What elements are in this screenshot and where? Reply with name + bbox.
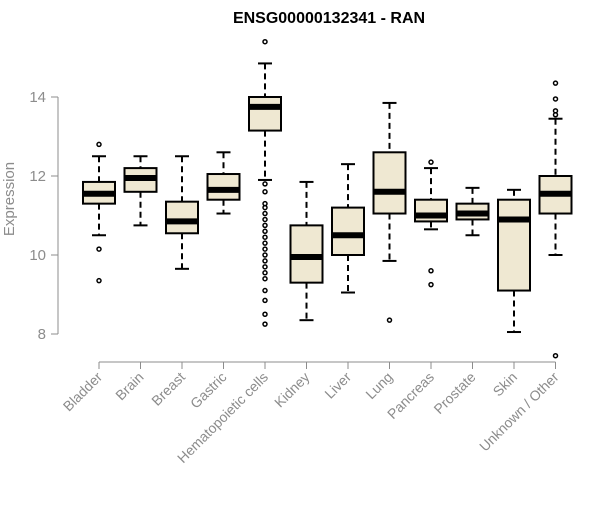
outlier-point (96, 141, 102, 148)
iqr-box (248, 96, 282, 132)
x-tick-label: Lung (362, 369, 395, 402)
outlier-point (386, 317, 393, 323)
outlier-point (262, 311, 268, 317)
box-group (248, 38, 282, 327)
box-group (372, 101, 407, 323)
box-group (165, 155, 199, 270)
y-axis-label: Expression (1, 162, 18, 236)
y-tick-label: 8 (38, 326, 46, 343)
x-tick-label: Breast (148, 369, 188, 409)
outlier-point (552, 96, 559, 102)
y-tick-label: 14 (29, 89, 46, 106)
iqr-box (497, 198, 531, 292)
box-group (206, 151, 241, 215)
outlier-point (262, 246, 268, 252)
x-tick-label: Kidney (271, 369, 313, 411)
x-tick-label: Liver (321, 369, 354, 402)
outlier-point (262, 204, 268, 211)
outlier-point (428, 268, 434, 274)
outlier-point (262, 240, 268, 246)
outlier-point (262, 38, 268, 45)
outlier-point (262, 321, 268, 327)
outlier-point (262, 189, 268, 195)
outlier-point (262, 234, 268, 240)
iqr-box (165, 200, 199, 235)
y-tick-label: 10 (29, 247, 46, 264)
outlier-point (552, 352, 559, 359)
outlier-point (262, 228, 268, 235)
x-tick-label: Prostate (430, 369, 478, 417)
y-axis: 8 10 12 14 (29, 89, 59, 343)
outlier-point (428, 159, 434, 165)
plot-area (82, 38, 573, 359)
y-tick-label: 12 (29, 168, 46, 185)
outlier-point (552, 112, 559, 118)
iqr-box (372, 151, 407, 215)
outlier-point (262, 222, 268, 229)
outlier-point (262, 264, 268, 270)
outlier-point (262, 252, 268, 258)
x-tick-label: Bladder (60, 369, 106, 415)
x-tick-label: Skin (490, 369, 521, 400)
box-group (538, 80, 573, 359)
outlier-point (262, 258, 268, 264)
box-group (331, 163, 365, 294)
outlier-point (262, 270, 268, 276)
box-group (414, 159, 448, 288)
box-group (82, 141, 116, 284)
outlier-point (262, 275, 268, 282)
outlier-point (262, 216, 268, 223)
outlier-point (262, 287, 268, 294)
outlier-point (96, 246, 102, 252)
iqr-box (331, 206, 365, 257)
box-group (455, 186, 490, 237)
outlier-point (262, 297, 268, 304)
outlier-point (262, 181, 268, 187)
box-group (289, 180, 324, 322)
outlier-point (96, 277, 102, 284)
outlier-point (262, 210, 268, 217)
x-tick-label: Brain (112, 369, 146, 403)
outlier-point (552, 80, 559, 86)
x-tick-label: Unknown / Other (476, 369, 562, 455)
chart-title: ENSG00000132341 - RAN (233, 10, 425, 27)
box-group (497, 188, 531, 334)
outlier-point (428, 281, 434, 288)
box-group (123, 155, 158, 227)
